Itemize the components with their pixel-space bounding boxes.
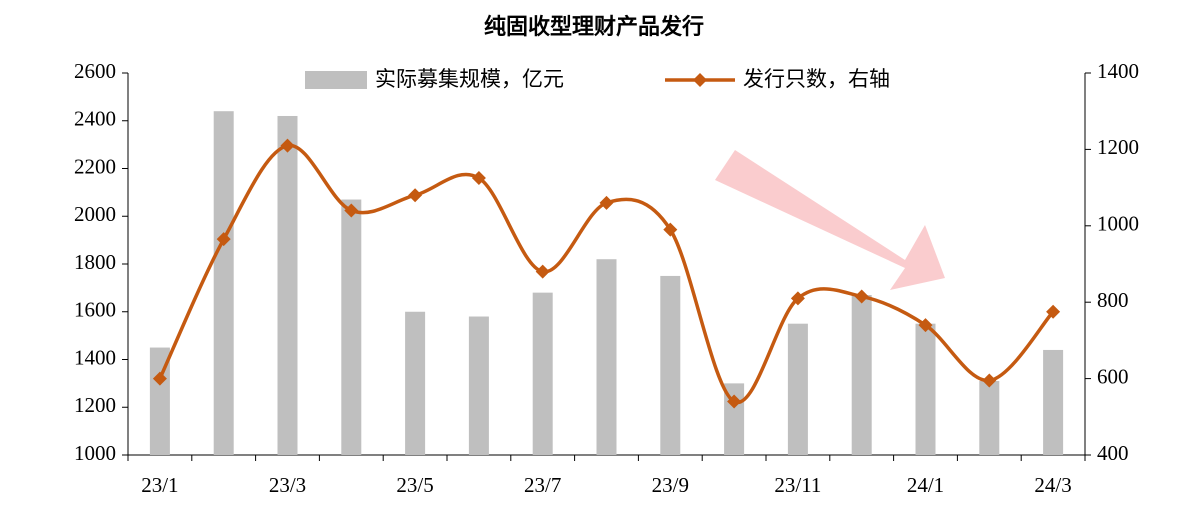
marker: [854, 289, 869, 304]
bar: [341, 199, 362, 455]
marker: [471, 171, 486, 186]
y2-tick-label: 1200: [1097, 135, 1139, 159]
marker: [535, 264, 550, 279]
marker: [982, 373, 997, 388]
marker: [918, 318, 933, 333]
legend-swatch: [305, 71, 367, 89]
y-tick-label: 1000: [74, 441, 116, 465]
bar: [979, 380, 1000, 455]
bar: [915, 323, 936, 455]
y2-tick-label: 600: [1097, 364, 1129, 388]
bar: [405, 311, 426, 455]
marker: [408, 188, 423, 203]
bar: [787, 323, 808, 455]
y-tick-label: 2600: [74, 59, 116, 83]
y-tick-label: 2200: [74, 154, 116, 178]
marker: [663, 222, 678, 237]
marker: [152, 371, 167, 386]
bar: [596, 259, 617, 455]
chart-title: 纯固收型理财产品发行: [484, 14, 704, 40]
bar: [149, 347, 170, 455]
y-tick-label: 1400: [74, 345, 116, 369]
y-tick-label: 1600: [74, 298, 116, 322]
x-tick-label: 23/9: [652, 473, 689, 497]
y2-tick-label: 400: [1097, 441, 1129, 465]
marker: [1046, 304, 1061, 319]
x-tick-label: 24/3: [1034, 473, 1071, 497]
y-tick-label: 1200: [74, 393, 116, 417]
legend-marker: [693, 73, 707, 87]
bar: [277, 115, 298, 455]
x-tick-label: 23/5: [396, 473, 433, 497]
y-tick-label: 2000: [74, 202, 116, 226]
bar: [851, 295, 872, 455]
marker: [280, 138, 295, 153]
trend-arrow: [715, 150, 945, 290]
marker: [727, 394, 742, 409]
marker: [790, 291, 805, 306]
x-tick-label: 23/1: [141, 473, 178, 497]
bar: [468, 316, 489, 455]
y2-tick-label: 800: [1097, 288, 1129, 312]
legend-label: 实际募集规模，亿元: [375, 67, 564, 91]
marker: [216, 232, 231, 247]
y2-tick-label: 1000: [1097, 212, 1139, 236]
legend-label: 发行只数，右轴: [743, 67, 890, 91]
marker: [344, 203, 359, 218]
y-tick-label: 2400: [74, 107, 116, 131]
bar: [660, 275, 681, 455]
x-tick-label: 23/3: [269, 473, 306, 497]
bar: [1043, 349, 1064, 455]
marker: [599, 195, 614, 210]
y-tick-label: 1800: [74, 250, 116, 274]
x-tick-label: 24/1: [907, 473, 944, 497]
bar: [532, 292, 553, 455]
y2-tick-label: 1400: [1097, 59, 1139, 83]
bar: [213, 111, 234, 455]
x-tick-label: 23/11: [774, 473, 821, 497]
x-tick-label: 23/7: [524, 473, 561, 497]
